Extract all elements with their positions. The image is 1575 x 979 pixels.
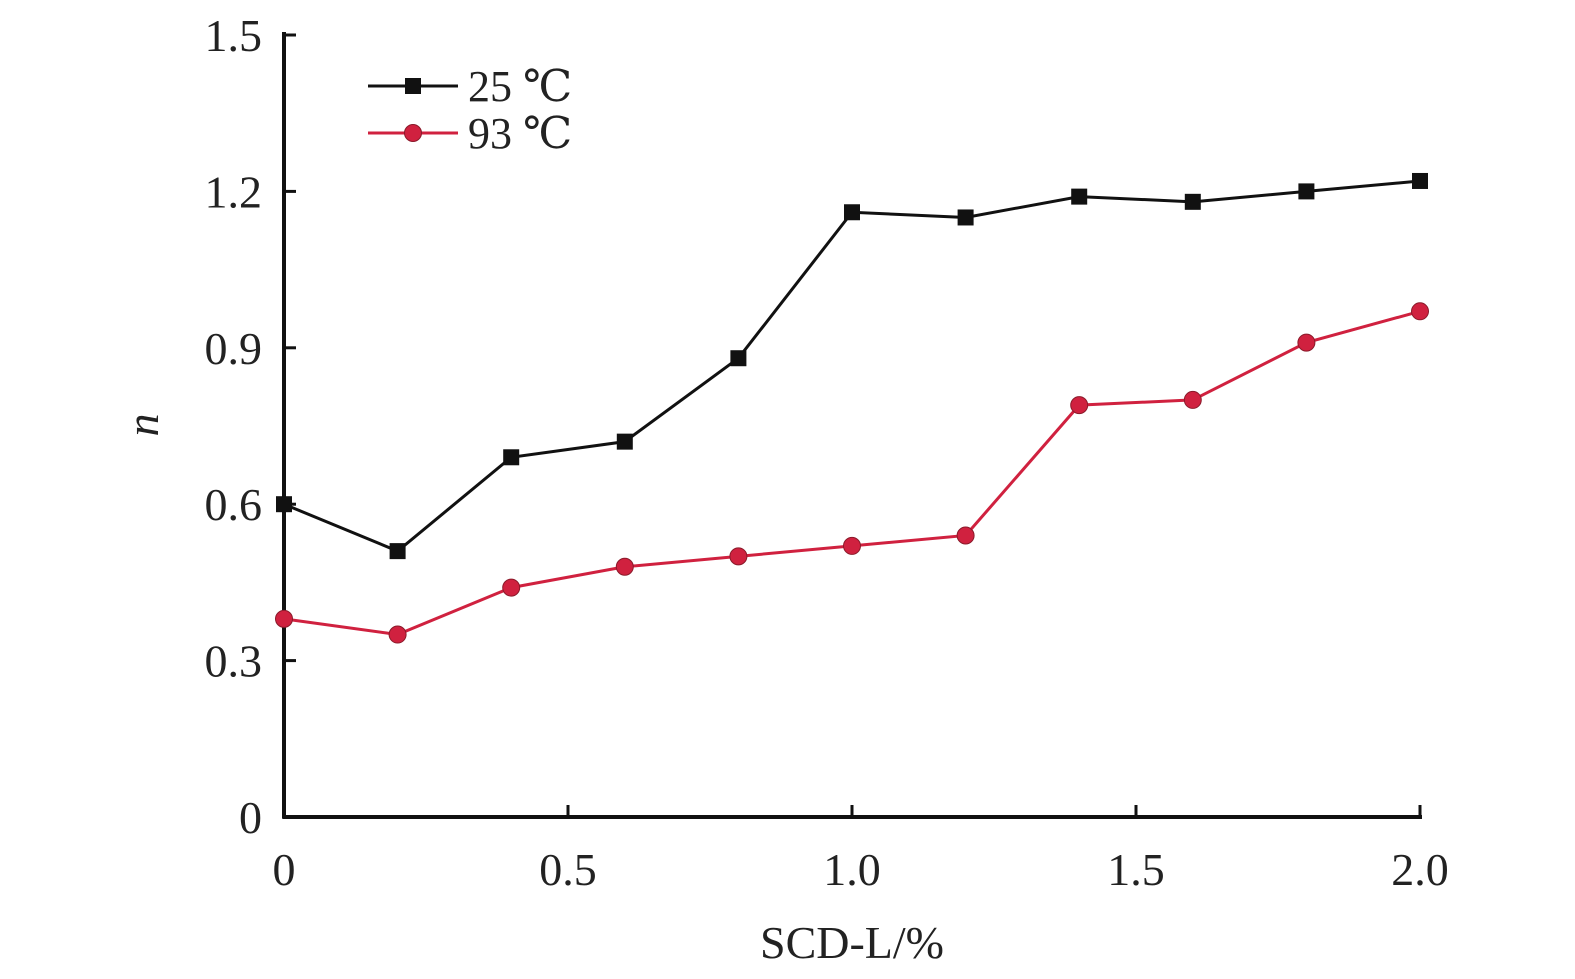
- y-tick-label: 1.2: [205, 166, 263, 217]
- axes: 0 0.3 0.6 0.9 1.2 1.5 0 0.5 1.0 1.5 2.0: [205, 10, 1449, 895]
- y-tick-label: 1.5: [205, 10, 263, 61]
- data-point: [388, 625, 407, 644]
- data-point: [615, 557, 634, 576]
- data-point: [503, 449, 520, 466]
- data-point: [729, 547, 748, 566]
- series-1: [276, 172, 1428, 560]
- x-tick-label: 1.5: [1107, 844, 1165, 895]
- data-point: [502, 578, 521, 597]
- x-tick-label: 1.0: [823, 844, 881, 895]
- data-point: [276, 496, 292, 513]
- data-point: [730, 350, 747, 367]
- y-tick-label: 0: [239, 792, 262, 843]
- data-point: [844, 204, 860, 221]
- legend-marker: [404, 124, 422, 142]
- data-point: [956, 526, 975, 545]
- data-point: [1298, 183, 1315, 200]
- data-point: [275, 609, 293, 628]
- series-line: [283, 179, 1421, 553]
- legend-label: 93 ℃: [468, 109, 572, 158]
- legend-label: 25 ℃: [468, 62, 572, 111]
- data-point: [1412, 172, 1428, 189]
- series-2: [275, 302, 1429, 644]
- legend-entry-1: 25 ℃: [368, 62, 572, 111]
- y-tick-label: 0.6: [205, 479, 263, 530]
- data-point: [1183, 390, 1202, 409]
- y-tick-label: 0.9: [205, 323, 263, 374]
- legend: 25 ℃93 ℃: [368, 62, 572, 158]
- data-point: [389, 543, 406, 560]
- data-point: [1184, 193, 1201, 210]
- data-point: [843, 536, 861, 555]
- data-point: [1297, 333, 1316, 352]
- data-point: [1071, 188, 1088, 205]
- series-line: [283, 309, 1421, 637]
- data-point: [1070, 396, 1089, 415]
- series-layer: [275, 172, 1429, 644]
- x-axis-title: SCD-L/%: [760, 917, 944, 968]
- data-point: [1411, 302, 1429, 321]
- x-tick-label: 0.5: [539, 844, 597, 895]
- x-tick-label: 0: [273, 844, 296, 895]
- x-tick-label: 2.0: [1391, 844, 1449, 895]
- y-tick-label: 0.3: [205, 636, 263, 687]
- data-point: [957, 209, 974, 226]
- y-axis-title: n: [117, 414, 168, 437]
- data-point: [616, 433, 633, 450]
- legend-entry-2: 93 ℃: [368, 109, 572, 158]
- legend-marker: [405, 78, 421, 94]
